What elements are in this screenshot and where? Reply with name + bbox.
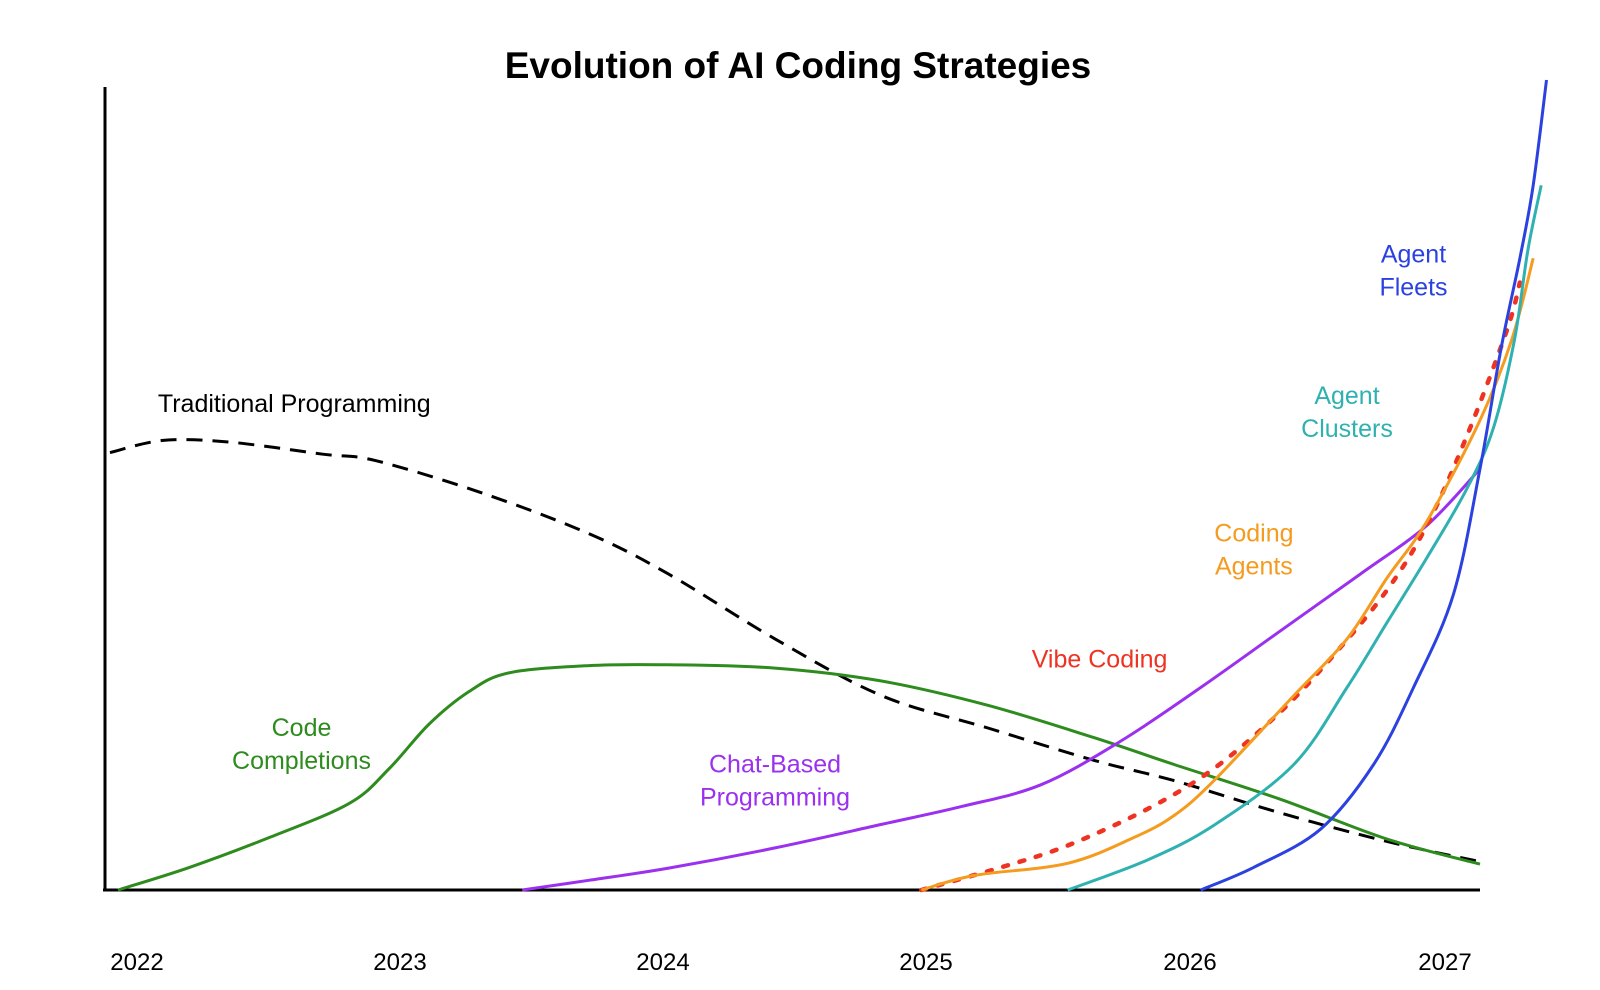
x-tick-label: 2026	[1163, 949, 1216, 976]
series-line-chat-based-programming	[522, 467, 1482, 892]
x-tick-label: 2027	[1418, 949, 1471, 976]
series-label-coding-agents: Coding Agents	[1214, 520, 1293, 581]
series-line-vibe-coding	[919, 280, 1523, 893]
x-tick-label: 2022	[110, 949, 163, 976]
x-tick-label: 2024	[636, 949, 689, 976]
series-line-coding-agents	[920, 257, 1535, 892]
series-label-traditional-programming: Traditional Programming	[158, 390, 431, 418]
x-tick-label: 2025	[899, 949, 952, 976]
x-tick-layer: 2022 2023 2024 2025 2026 2027	[110, 949, 1471, 976]
series-line-agent-clusters	[1067, 185, 1543, 892]
x-tick-label: 2023	[373, 949, 426, 976]
series-label-code-completions: Code Completions	[232, 714, 371, 775]
series-line-traditional-programming	[109, 438, 1481, 864]
chart-title: Evolution of AI Coding Strategies	[505, 45, 1092, 86]
series-line-agent-fleets	[1200, 79, 1548, 892]
series-label-chat-based-programming: Chat-Based Programming	[700, 751, 850, 812]
series-label-vibe-coding: Vibe Coding	[1032, 645, 1168, 673]
series-layer	[109, 79, 1548, 893]
series-label-agent-fleets: Agent Fleets	[1379, 240, 1447, 301]
series-label-agent-clusters: Agent Clusters	[1301, 382, 1393, 443]
annotation-layer: Traditional Programming Code Completions Ch…	[158, 240, 1448, 811]
series-line-code-completions	[117, 663, 1481, 892]
